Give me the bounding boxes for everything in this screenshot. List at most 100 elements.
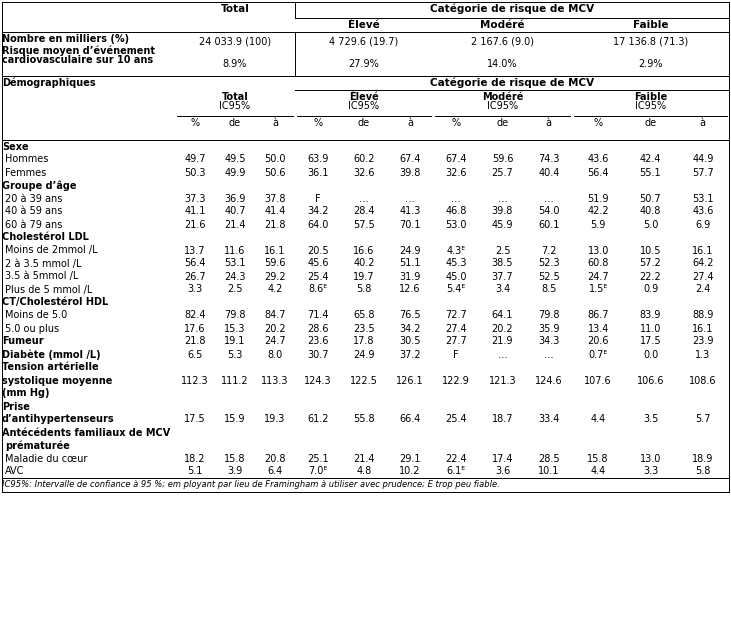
Text: 34.3: 34.3 <box>538 336 559 346</box>
Text: 30.7: 30.7 <box>307 350 329 360</box>
Text: 35.9: 35.9 <box>538 323 560 333</box>
Text: à: à <box>546 118 552 128</box>
Text: 34.2: 34.2 <box>399 323 421 333</box>
Text: 54.0: 54.0 <box>538 207 560 217</box>
Text: Femmes: Femmes <box>5 168 46 178</box>
Text: 53.0: 53.0 <box>445 219 467 229</box>
Text: 57.7: 57.7 <box>692 168 713 178</box>
Text: 30.5: 30.5 <box>399 336 421 346</box>
Text: Fumeur: Fumeur <box>2 336 44 346</box>
Text: 60.2: 60.2 <box>353 154 375 164</box>
Text: 37.8: 37.8 <box>264 193 286 203</box>
Text: 64.0: 64.0 <box>307 219 329 229</box>
Text: 46.8: 46.8 <box>445 207 467 217</box>
Text: 37.2: 37.2 <box>399 350 421 360</box>
Text: …: … <box>451 193 461 203</box>
Text: 37.7: 37.7 <box>492 272 513 282</box>
Text: 1.5ᴱ: 1.5ᴱ <box>588 285 607 294</box>
Text: 7.2: 7.2 <box>541 246 556 256</box>
Text: 3.5: 3.5 <box>643 415 658 425</box>
Text: de: de <box>496 118 509 128</box>
Text: 18.9: 18.9 <box>692 454 713 464</box>
Text: 124.3: 124.3 <box>304 375 332 386</box>
Text: 59.6: 59.6 <box>264 258 286 268</box>
Text: prématurée: prématurée <box>5 440 70 450</box>
Text: 84.7: 84.7 <box>264 311 286 321</box>
Text: 76.5: 76.5 <box>399 311 421 321</box>
Text: 18.7: 18.7 <box>492 415 513 425</box>
Text: 20 à 39 ans: 20 à 39 ans <box>5 193 62 203</box>
Text: 8.6ᴱ: 8.6ᴱ <box>308 285 327 294</box>
Text: 49.9: 49.9 <box>224 168 246 178</box>
Text: 5.0: 5.0 <box>643 219 658 229</box>
Text: 16.1: 16.1 <box>692 323 713 333</box>
Text: 28.4: 28.4 <box>353 207 375 217</box>
Text: 55.8: 55.8 <box>353 415 375 425</box>
Text: 17.6: 17.6 <box>184 323 205 333</box>
Text: Modéré: Modéré <box>482 92 523 102</box>
Text: 42.2: 42.2 <box>587 207 609 217</box>
Text: 40.2: 40.2 <box>353 258 375 268</box>
Text: 20.2: 20.2 <box>492 323 513 333</box>
Text: 18.2: 18.2 <box>184 454 205 464</box>
Text: 27.7: 27.7 <box>445 336 467 346</box>
Text: Moins de 2mmol /L: Moins de 2mmol /L <box>5 246 98 256</box>
Text: 5.4ᴱ: 5.4ᴱ <box>447 285 466 294</box>
Text: 45.9: 45.9 <box>492 219 513 229</box>
Text: IC95%: IC95% <box>349 101 379 111</box>
Text: 45.0: 45.0 <box>445 272 467 282</box>
Text: 0.9: 0.9 <box>643 285 658 294</box>
Text: 28.6: 28.6 <box>307 323 329 333</box>
Text: …: … <box>498 193 507 203</box>
Text: Groupe d’âge: Groupe d’âge <box>2 180 77 191</box>
Text: Sexe: Sexe <box>2 142 29 151</box>
Text: 38.5: 38.5 <box>492 258 513 268</box>
Text: 40.7: 40.7 <box>224 207 246 217</box>
Text: 27.4: 27.4 <box>692 272 713 282</box>
Text: 17.5: 17.5 <box>184 415 206 425</box>
Text: 0.0: 0.0 <box>643 350 658 360</box>
Text: 5.9: 5.9 <box>591 219 606 229</box>
Text: 3.3: 3.3 <box>643 466 658 476</box>
Text: %: % <box>452 118 461 128</box>
Text: 42.4: 42.4 <box>640 154 662 164</box>
Text: 10.2: 10.2 <box>399 466 421 476</box>
Text: 49.7: 49.7 <box>184 154 205 164</box>
Text: …: … <box>544 350 553 360</box>
Text: 86.7: 86.7 <box>588 311 609 321</box>
Text: 2.5: 2.5 <box>495 246 510 256</box>
Text: 74.3: 74.3 <box>538 154 560 164</box>
Text: 64.2: 64.2 <box>692 258 713 268</box>
Text: 6.4: 6.4 <box>268 466 283 476</box>
Text: 41.4: 41.4 <box>265 207 286 217</box>
Text: 3.5 à 5mmol /L: 3.5 à 5mmol /L <box>5 272 78 282</box>
Text: 21.8: 21.8 <box>264 219 286 229</box>
Text: 21.4: 21.4 <box>224 219 246 229</box>
Text: 11.0: 11.0 <box>640 323 661 333</box>
Text: 2 à 3.5 mmol /L: 2 à 3.5 mmol /L <box>5 258 81 268</box>
Text: …: … <box>359 193 369 203</box>
Text: 21.9: 21.9 <box>492 336 513 346</box>
Text: 53.1: 53.1 <box>224 258 246 268</box>
Text: 21.4: 21.4 <box>353 454 375 464</box>
Text: 31.9: 31.9 <box>399 272 420 282</box>
Text: 13.7: 13.7 <box>184 246 205 256</box>
Text: 60.8: 60.8 <box>588 258 609 268</box>
Text: 29.2: 29.2 <box>264 272 286 282</box>
Text: de: de <box>645 118 656 128</box>
Text: Cholestérol LDL: Cholestérol LDL <box>2 232 89 243</box>
Text: 3.3: 3.3 <box>187 285 202 294</box>
Text: 45.6: 45.6 <box>307 258 329 268</box>
Text: 122.5: 122.5 <box>350 375 378 386</box>
Text: d’antihypertenseurs: d’antihypertenseurs <box>2 415 115 425</box>
Text: 22.2: 22.2 <box>640 272 662 282</box>
Text: 49.5: 49.5 <box>224 154 246 164</box>
Text: 24.9: 24.9 <box>399 246 421 256</box>
Text: 37.3: 37.3 <box>184 193 205 203</box>
Text: Élevé: Élevé <box>348 20 380 30</box>
Text: 15.8: 15.8 <box>224 454 246 464</box>
Text: 2.4: 2.4 <box>695 285 711 294</box>
Text: 25.7: 25.7 <box>492 168 513 178</box>
Text: 17.4: 17.4 <box>492 454 513 464</box>
Text: 32.6: 32.6 <box>353 168 375 178</box>
